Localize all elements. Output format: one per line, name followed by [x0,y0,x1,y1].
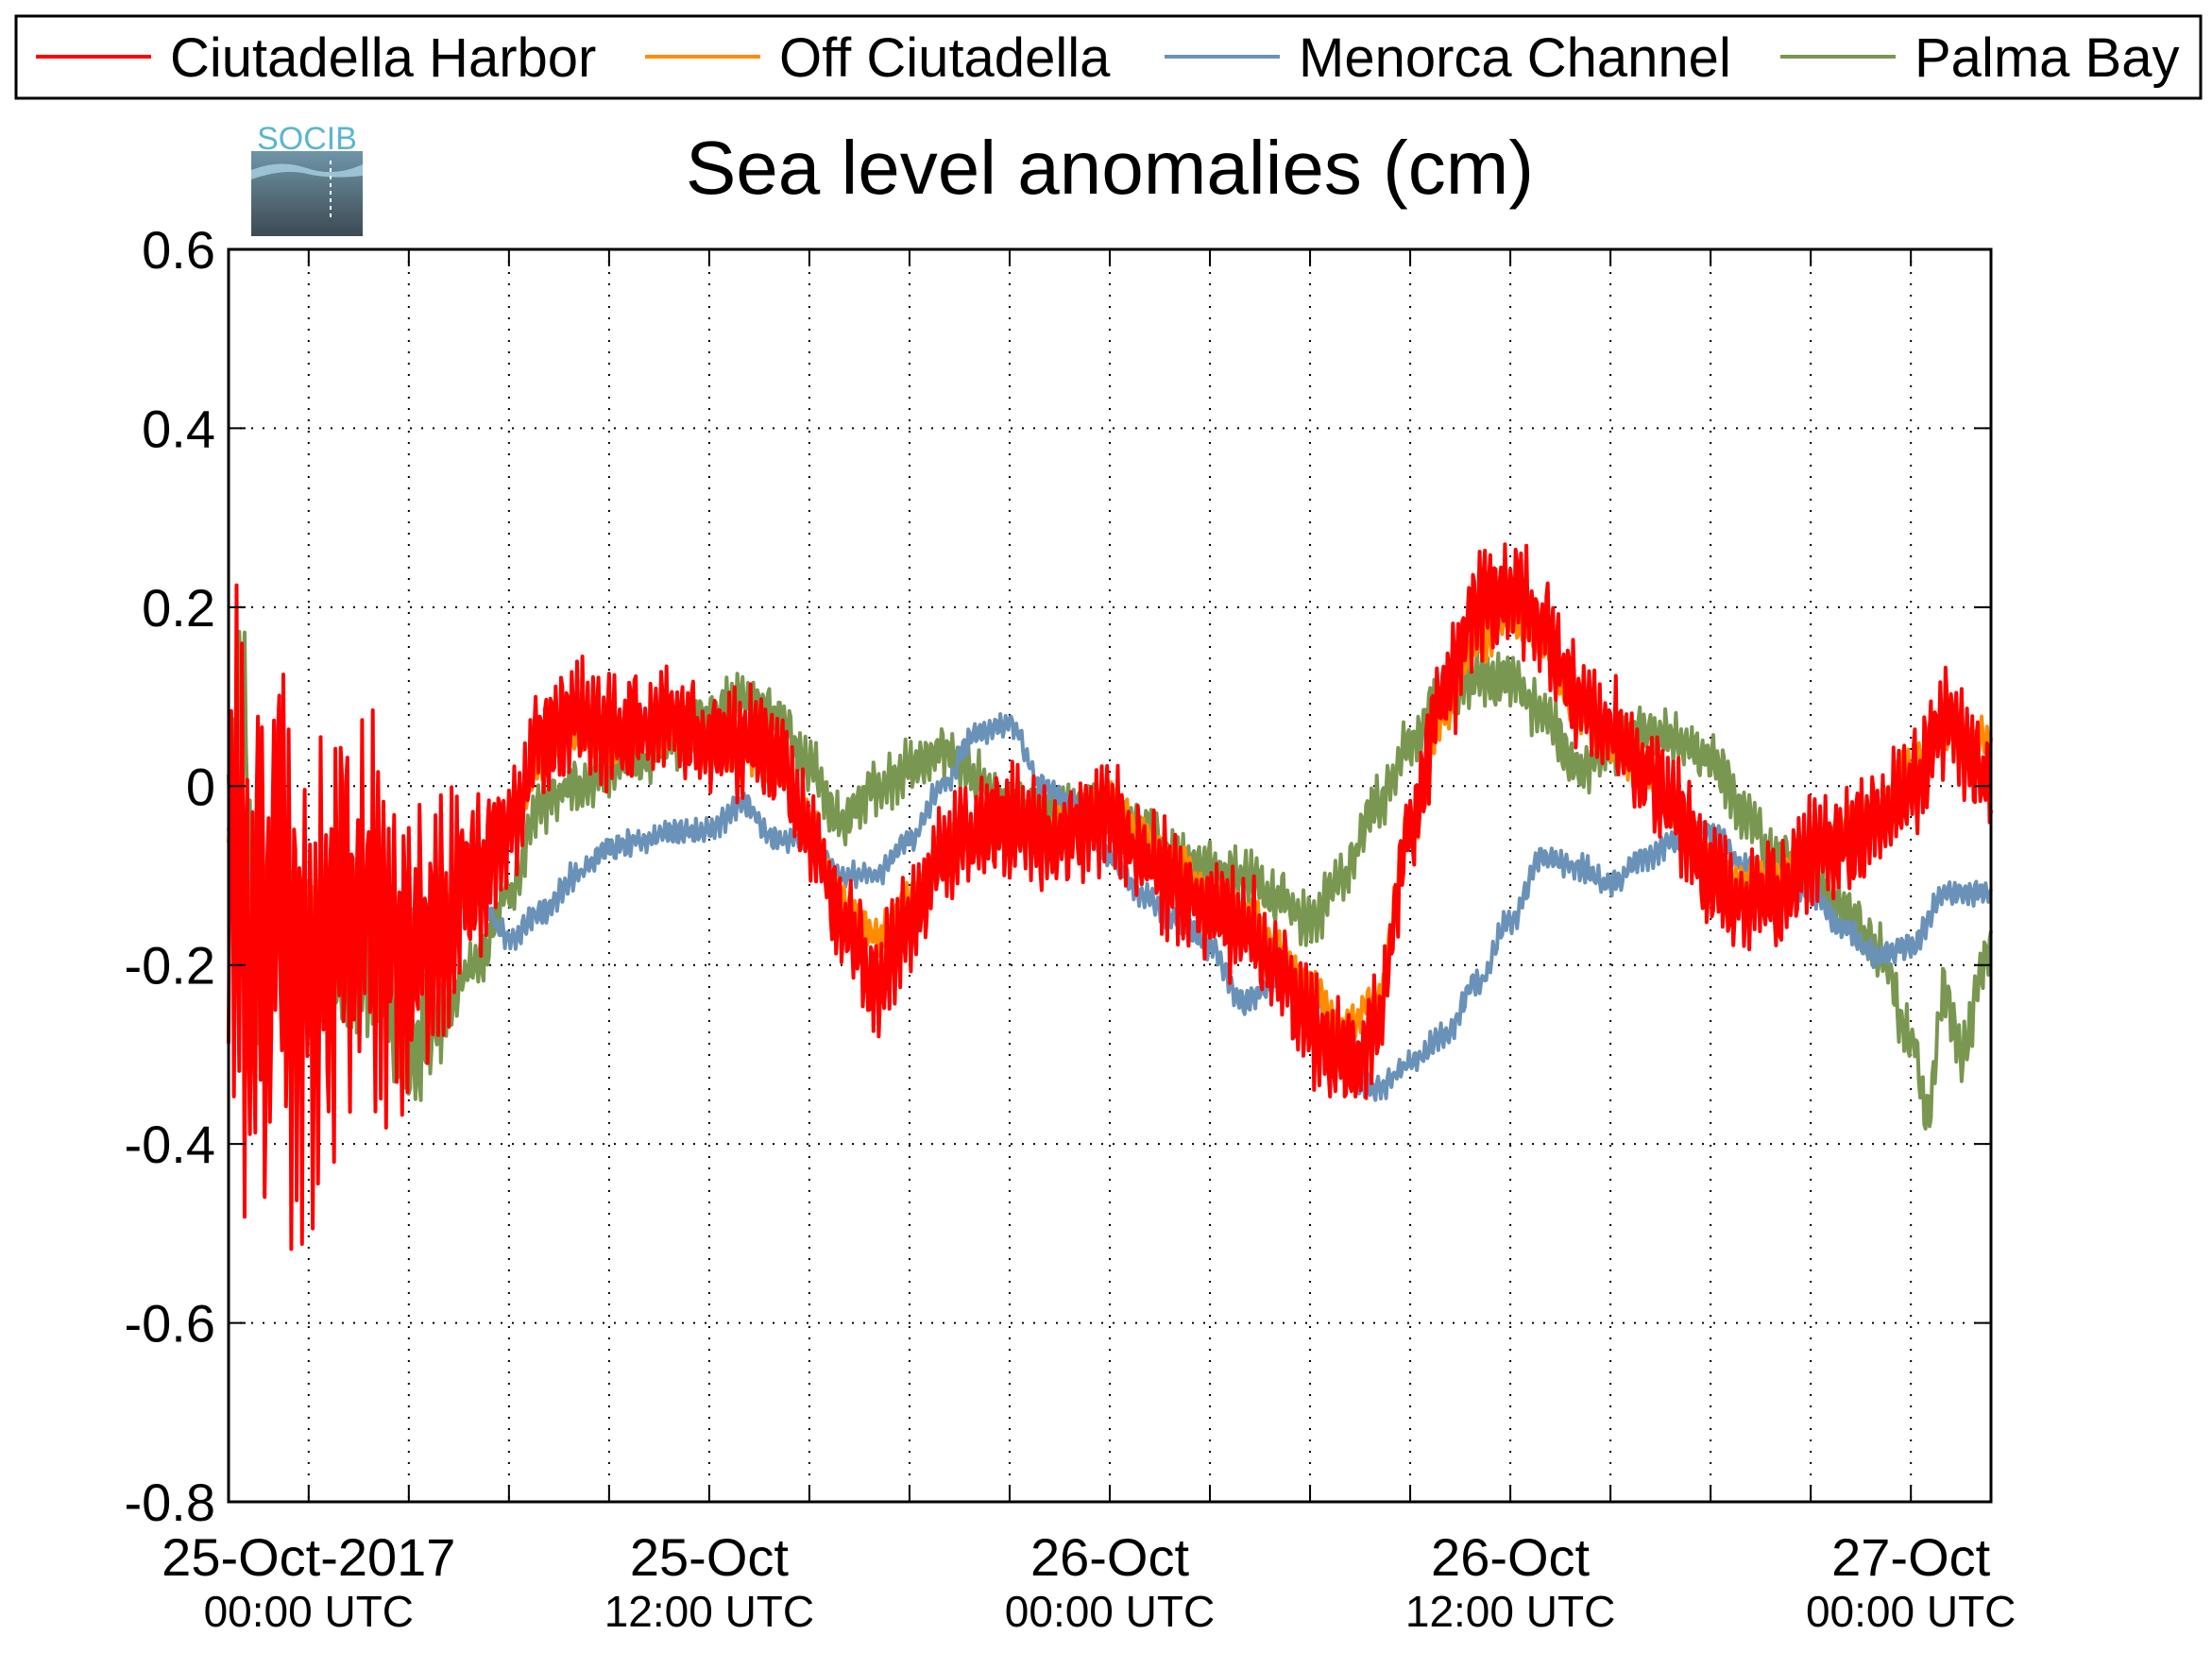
legend: Ciutadella Harbor Off Ciutadella Menorca… [14,14,2203,100]
x-tick-label-time: 12:00 UTC [604,1587,814,1636]
legend-label-off-ciutadella: Off Ciutadella [779,27,1111,89]
x-tick-label-date: 25-Oct [630,1527,789,1587]
chart-title: Sea level anomalies (cm) [686,126,1534,210]
y-tick-label: -0.2 [125,936,216,996]
legend-label-ciutadella-harbor: Ciutadella Harbor [170,27,596,89]
series-layer [227,542,1993,1252]
y-axis: 0.6 0.4 0.2 0 -0.2 -0.4 -0.6 -0.8 [125,220,216,1532]
x-tick-label-time: 00:00 UTC [1005,1587,1215,1636]
x-tick-label-time: 00:00 UTC [1806,1587,2016,1636]
y-tick-label: 0.6 [142,220,215,280]
y-tick-label: 0.4 [142,399,215,458]
y-tick-label: -0.8 [125,1473,216,1532]
axis-ticks [229,248,1991,1503]
logo-wave [251,163,363,179]
logo-image [251,151,363,236]
x-tick-label-date: 25-Oct-2017 [162,1527,455,1587]
series-line-ciutadella-harbor [227,542,1993,1252]
grid [229,249,1991,1502]
legend-label-palma-bay: Palma Bay [1914,27,2179,89]
x-tick-label-date: 26-Oct [1431,1527,1590,1587]
x-tick-label-time: 00:00 UTC [204,1587,414,1636]
y-tick-label: -0.6 [125,1294,216,1354]
x-tick-label-date: 27-Oct [1831,1527,1990,1587]
x-tick-label-time: 12:00 UTC [1405,1587,1615,1636]
y-tick-label: 0 [186,757,215,816]
socib-logo: SOCIB [251,121,363,236]
y-tick-label: 0.2 [142,578,215,638]
x-tick-label-date: 26-Oct [1030,1527,1189,1587]
y-tick-label: -0.4 [125,1115,216,1174]
legend-label-menorca-channel: Menorca Channel [1299,27,1731,89]
logo-text: SOCIB [257,121,357,157]
